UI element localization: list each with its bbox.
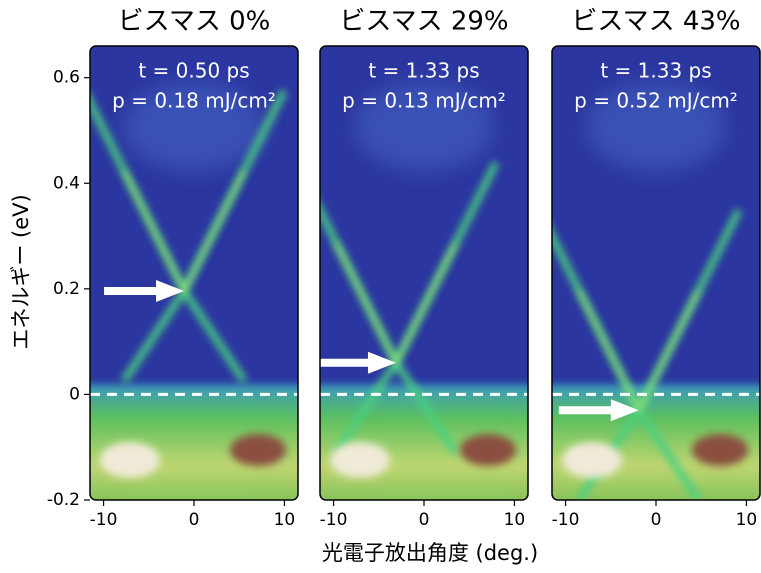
x-tick-label: 10 xyxy=(736,510,758,530)
intensity-hot xyxy=(562,442,622,478)
annotation: p = 0.52 mJ/cm² xyxy=(574,89,738,113)
panel: ビスマス 0% t = 0.50 ps p = 0.18 mJ/cm² -10 0 10 -… xyxy=(47,7,318,531)
intensity-hot xyxy=(692,434,748,466)
y-tick-label: 0.4 xyxy=(53,173,80,193)
annotation: t = 0.50 ps xyxy=(138,59,249,83)
x-tick-label: 0 xyxy=(189,510,200,530)
panel-title: ビスマス 0% xyxy=(118,7,271,37)
x-tick-label: 10 xyxy=(274,510,296,530)
y-axis-label: エネルギー (eV) xyxy=(9,194,33,349)
figure: エネルギー (eV) 光電子放出角度 (deg.) ビスマス 0% t = 0.5… xyxy=(0,0,761,573)
annotation: p = 0.13 mJ/cm² xyxy=(342,89,506,113)
panel-title: ビスマス 43% xyxy=(571,7,740,37)
y-tick-label: 0.6 xyxy=(53,68,80,88)
spectrum-image xyxy=(532,46,761,520)
intensity-hot xyxy=(460,434,516,466)
annotation: t = 1.33 ps xyxy=(600,59,711,83)
annotation: t = 1.33 ps xyxy=(368,59,479,83)
intensity-hot xyxy=(330,442,390,478)
y-tick-label: 0 xyxy=(69,384,80,404)
y-tick-label: 0.2 xyxy=(53,279,80,299)
annotation: p = 0.18 mJ/cm² xyxy=(112,89,276,113)
panel: ビスマス 29% t = 1.33 ps p = 0.13 mJ/cm² -10 0 10 xyxy=(296,7,548,531)
x-tick-label: -10 xyxy=(90,510,118,530)
spectrum-image xyxy=(296,46,548,520)
spectrum-image xyxy=(70,46,318,520)
intensity-hot xyxy=(230,434,286,466)
x-tick-label: -10 xyxy=(320,510,348,530)
panel: ビスマス 43% t = 1.33 ps p = 0.52 mJ/cm² -10 0 10 xyxy=(532,7,761,531)
x-tick-label: 10 xyxy=(504,510,526,530)
x-tick-label: 0 xyxy=(651,510,662,530)
x-tick-label: -10 xyxy=(552,510,580,530)
intensity-hot xyxy=(100,442,160,478)
x-axis-label: 光電子放出角度 (deg.) xyxy=(322,541,538,565)
x-tick-label: 0 xyxy=(419,510,430,530)
y-tick-label: -0.2 xyxy=(47,490,80,510)
panel-title: ビスマス 29% xyxy=(339,7,508,37)
